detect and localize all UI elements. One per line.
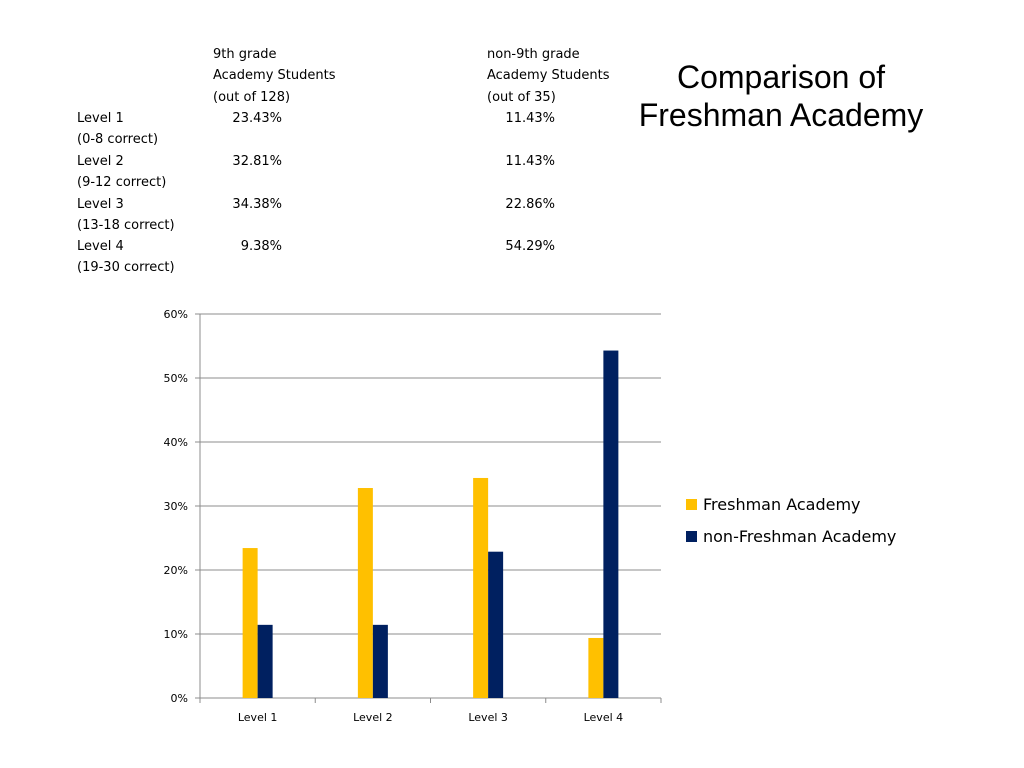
legend-label: Freshman Academy	[703, 494, 861, 514]
row-label-text: Level 2	[77, 154, 124, 169]
column-header-line: Academy Students	[213, 68, 336, 84]
row-label-text: Level 1	[77, 111, 124, 126]
table-cell: 11.43%	[505, 154, 555, 169]
table-row-label: Level 2 (9-12 correct)	[77, 151, 166, 194]
bar-freshman-academy-1	[242, 548, 258, 698]
row-sublabel-text: (9-12 correct)	[77, 175, 167, 191]
row-label-text: Level 3	[77, 197, 124, 212]
row-sublabel-text: (0-8 correct)	[77, 132, 159, 148]
y-tick-label: 0%	[171, 692, 188, 705]
legend-label: non-Freshman Academy	[703, 526, 897, 546]
table-row-label: Level 1 (0-8 correct)	[77, 108, 158, 151]
column-header-line: (out of 128)	[213, 89, 291, 105]
x-tick-label: Level 1	[238, 711, 278, 724]
bar-non-freshman-academy-1	[257, 624, 273, 698]
column-header-line: non-9th grade	[487, 47, 580, 62]
x-tick-label: Level 2	[353, 711, 393, 724]
slide-title: Comparison of Freshman Academy	[616, 58, 946, 134]
slide-title-line1: Comparison of	[676, 59, 886, 95]
table-cell: 54.29%	[505, 239, 555, 254]
row-label-text: Level 4	[77, 239, 124, 254]
x-tick-label: Level 3	[468, 711, 508, 724]
table-cell: 34.38%	[232, 197, 282, 212]
x-tick-label: Level 4	[584, 711, 624, 724]
y-tick-label: 30%	[164, 500, 188, 513]
bar-non-freshman-academy-4	[603, 350, 619, 698]
bar-freshman-academy-3	[473, 477, 489, 698]
bar-non-freshman-academy-3	[488, 551, 504, 698]
bar-freshman-academy-2	[357, 488, 373, 698]
y-tick-label: 10%	[164, 628, 188, 641]
bar-freshman-academy-4	[588, 637, 604, 698]
legend-swatch-non-freshman-academy	[686, 530, 697, 542]
legend-item-freshman-academy: Freshman Academy	[686, 488, 896, 520]
legend-swatch-freshman-academy	[686, 498, 697, 510]
row-sublabel-text: (19-30 correct)	[77, 260, 175, 276]
y-tick-label: 60%	[164, 308, 188, 321]
table-cell: 22.86%	[505, 197, 555, 212]
table-cell: 23.43%	[232, 111, 282, 126]
table-cell: 9.38%	[240, 239, 282, 254]
table-row-label: Level 3 (13-18 correct)	[77, 194, 175, 237]
bar-non-freshman-academy-2	[372, 624, 388, 698]
table-column-header-9th-grade: 9th grade Academy Students (out of 128)	[213, 44, 335, 108]
y-tick-label: 20%	[164, 564, 188, 577]
column-header-line: 9th grade	[213, 47, 277, 62]
row-sublabel-text: (13-18 correct)	[77, 218, 175, 234]
y-tick-label: 40%	[164, 436, 188, 449]
table-cell: 32.81%	[232, 154, 282, 169]
column-header-line: Academy Students	[487, 68, 610, 84]
slide-title-line2: Freshman Academy	[638, 97, 924, 133]
table-cell: 11.43%	[505, 111, 555, 126]
table-row-label: Level 4 (19-30 correct)	[77, 236, 175, 279]
y-tick-label: 50%	[164, 372, 188, 385]
column-header-line: (out of 35)	[487, 89, 556, 105]
table-column-header-non-9th-grade: non-9th grade Academy Students (out of 3…	[487, 44, 609, 108]
chart-legend: Freshman Academy non-Freshman Academy	[686, 488, 896, 552]
legend-item-non-freshman-academy: non-Freshman Academy	[686, 520, 896, 552]
